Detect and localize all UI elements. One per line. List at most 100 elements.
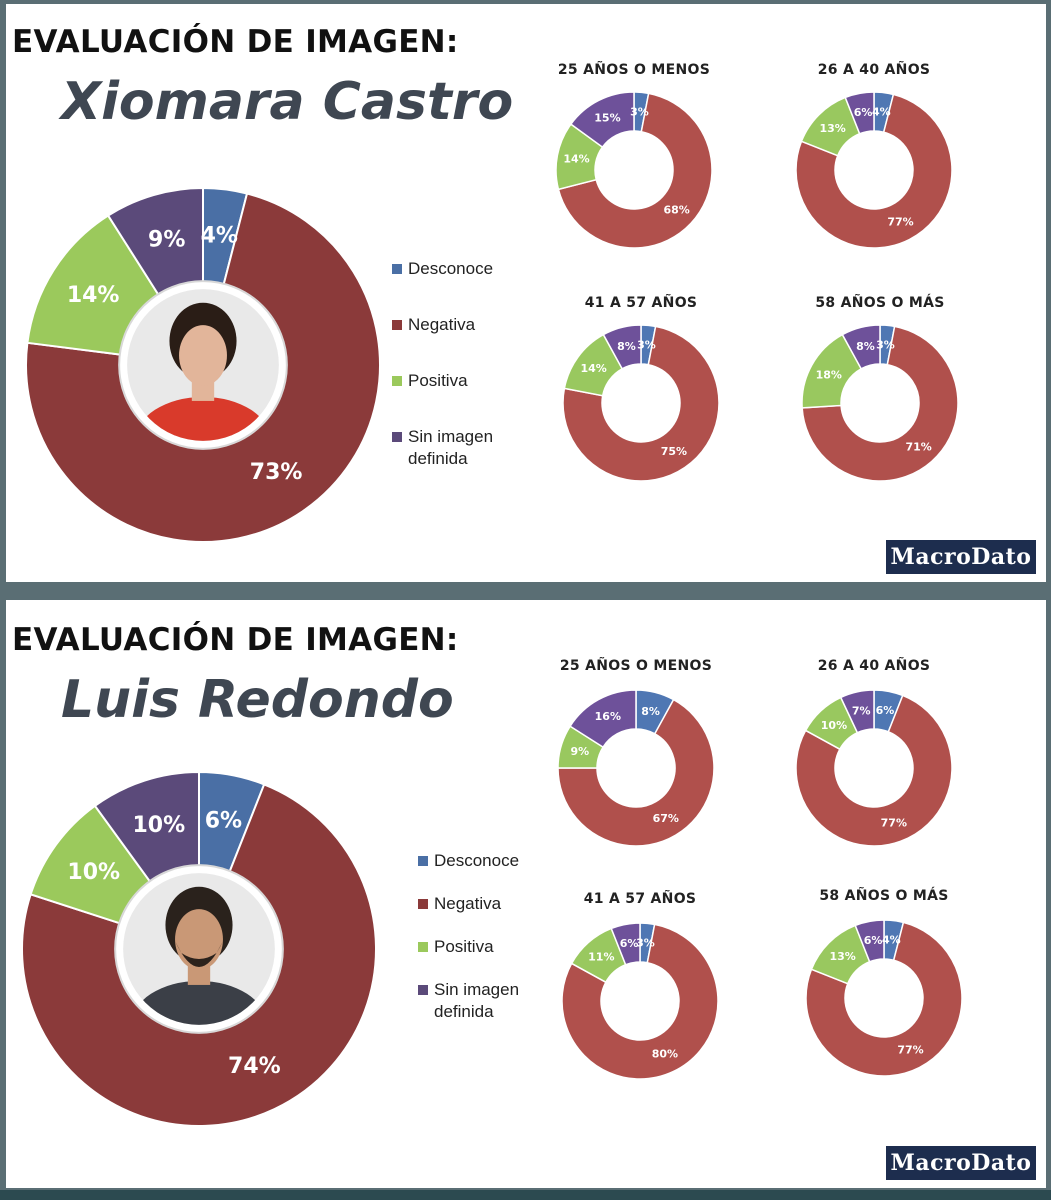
panel-xiomara-castro: EVALUACIÓN DE IMAGEN: Xiomara Castro 4% 7… [6,4,1046,582]
data-label: 14% [563,153,589,166]
legend-item-negativa: Negativa [392,314,493,336]
data-label: 6% [864,934,883,947]
donut-slice-sin-imagen-definida [839,689,875,734]
sub-donut-chart: 4% 77% 13% 6% [795,91,953,249]
donut-slice-negativa [795,694,953,847]
donut-slice-sin-imagen-definida [602,324,642,370]
donut-slice-negativa [801,325,959,482]
data-label: 77% [881,817,907,830]
sub-chart-25-o-menos: 25 AÑOS O MENOS 8% 67% 9% 16% [546,658,726,858]
data-label: 15% [594,111,620,124]
legend-swatch [392,264,402,274]
shirt-shape [131,980,267,1025]
legend: Desconoce Negativa Positiva Sin imagen d… [418,850,519,1023]
data-label: 11% [588,951,614,964]
data-label: 68% [663,204,689,217]
sub-chart-title: 58 AÑOS O MÁS [815,295,945,311]
sub-chart-26-40: 26 A 40 AÑOS 6% 77% 10% 7% [784,658,964,858]
data-label: 73% [250,460,303,485]
data-label: 77% [897,1044,923,1057]
donut-slice-negativa [795,93,953,249]
data-label: 10% [821,719,847,732]
data-label: 8% [856,340,875,353]
candidate-name: Xiomara Castro [61,72,514,132]
legend-label: Negativa [434,894,502,913]
sub-chart-26-40: 26 A 40 AÑOS 4% 77% 13% 6% [784,62,964,262]
data-label: 13% [829,950,855,963]
legend-label: Sin imagen [408,427,494,446]
macrodato-logo: MacroDato [886,540,1036,574]
data-label: 7% [852,704,871,717]
data-label: 13% [819,122,845,135]
sub-chart-title: 25 AÑOS O MENOS [559,658,713,674]
sub-chart-title: 41 A 57 AÑOS [583,891,697,907]
legend-item-sin-imagen: Sin imagen definida [392,426,493,470]
portrait-photo [118,280,288,450]
donut-slice-negativa [562,325,720,482]
sub-donut-chart: 4% 77% 13% 6% [805,919,963,1077]
legend-label: Desconoce [408,259,494,278]
shirt-shape [135,396,271,441]
data-label: 4% [872,105,891,118]
panel-title: EVALUACIÓN DE IMAGEN: [12,622,459,658]
legend-label: Desconoce [434,851,520,870]
data-label: 6% [854,106,873,119]
sub-chart-title: 25 AÑOS O MENOS [557,62,711,78]
beard-shape [175,941,223,967]
legend-label: definida [408,449,468,468]
legend-swatch [418,942,428,952]
data-label: 14% [581,362,607,375]
donut-slice-sin-imagen-definida [841,324,881,370]
face-shape [175,909,223,970]
sub-donut-chart: 3% 75% 14% 8% [562,324,720,482]
legend-label: definida [434,1002,494,1021]
sub-chart-58-mas: 58 AÑOS O MÁS 3% 71% 18% 8% [790,295,970,495]
data-label: 10% [67,860,120,885]
legend-swatch [392,432,402,442]
legend-label: Negativa [408,315,476,334]
legend-label: Sin imagen [434,980,520,999]
sub-donut-chart: 8% 67% 9% 16% [557,689,715,847]
legend-label: Positiva [408,371,468,390]
macrodato-logo: MacroDato [886,1146,1036,1180]
data-label: 6% [876,704,895,717]
legend-item-desconoce: Desconoce [392,258,493,280]
legend: Desconoce Negativa Positiva Sin imagen d… [392,258,493,470]
donut-slice-negativa [805,921,963,1077]
data-label: 8% [641,705,660,718]
legend-swatch [392,376,402,386]
data-label: 4% [882,933,901,946]
main-donut-chart: 6% 74% 10% 10% [21,770,377,1127]
data-label: 3% [630,105,649,118]
donut-slice-sin-imagen-definida [854,919,885,963]
legend-item-positiva: Positiva [418,936,519,958]
panel-luis-redondo: EVALUACIÓN DE IMAGEN: Luis Redondo 6% 74%… [6,600,1046,1188]
donut-slice-sin-imagen-definida [569,91,635,149]
legend-item-desconoce: Desconoce [418,850,519,872]
legend-swatch [418,856,428,866]
data-label: 18% [816,368,842,381]
bottom-strip [0,1190,1051,1200]
legend-item-positiva: Positiva [392,370,493,392]
legend-swatch [418,899,428,909]
face-shape [179,325,227,386]
legend-swatch [418,985,428,995]
sub-chart-title: 41 A 57 AÑOS [584,295,698,311]
sub-donut-chart: 3% 80% 11% 6% [561,922,719,1080]
data-label: 77% [887,216,913,229]
donut-slice-negativa [557,698,715,847]
data-label: 6% [620,937,639,950]
data-label: 6% [205,809,242,834]
sub-chart-title: 26 A 40 AÑOS [817,658,931,674]
data-label: 10% [132,813,185,838]
data-label: 75% [661,445,687,458]
main-donut-chart: 4% 73% 14% 9% [25,186,381,543]
sub-donut-chart: 3% 68% 14% 15% [555,91,713,249]
candidate-name: Luis Redondo [61,670,454,730]
data-label: 3% [637,338,656,351]
data-label: 80% [652,1047,678,1060]
donut-slice-sin-imagen-definida [569,689,637,749]
data-label: 67% [653,812,679,825]
sub-chart-41-57: 41 A 57 AÑOS 3% 80% 11% 6% [550,891,730,1091]
sub-chart-41-57: 41 A 57 AÑOS 3% 75% 14% 8% [551,295,731,495]
